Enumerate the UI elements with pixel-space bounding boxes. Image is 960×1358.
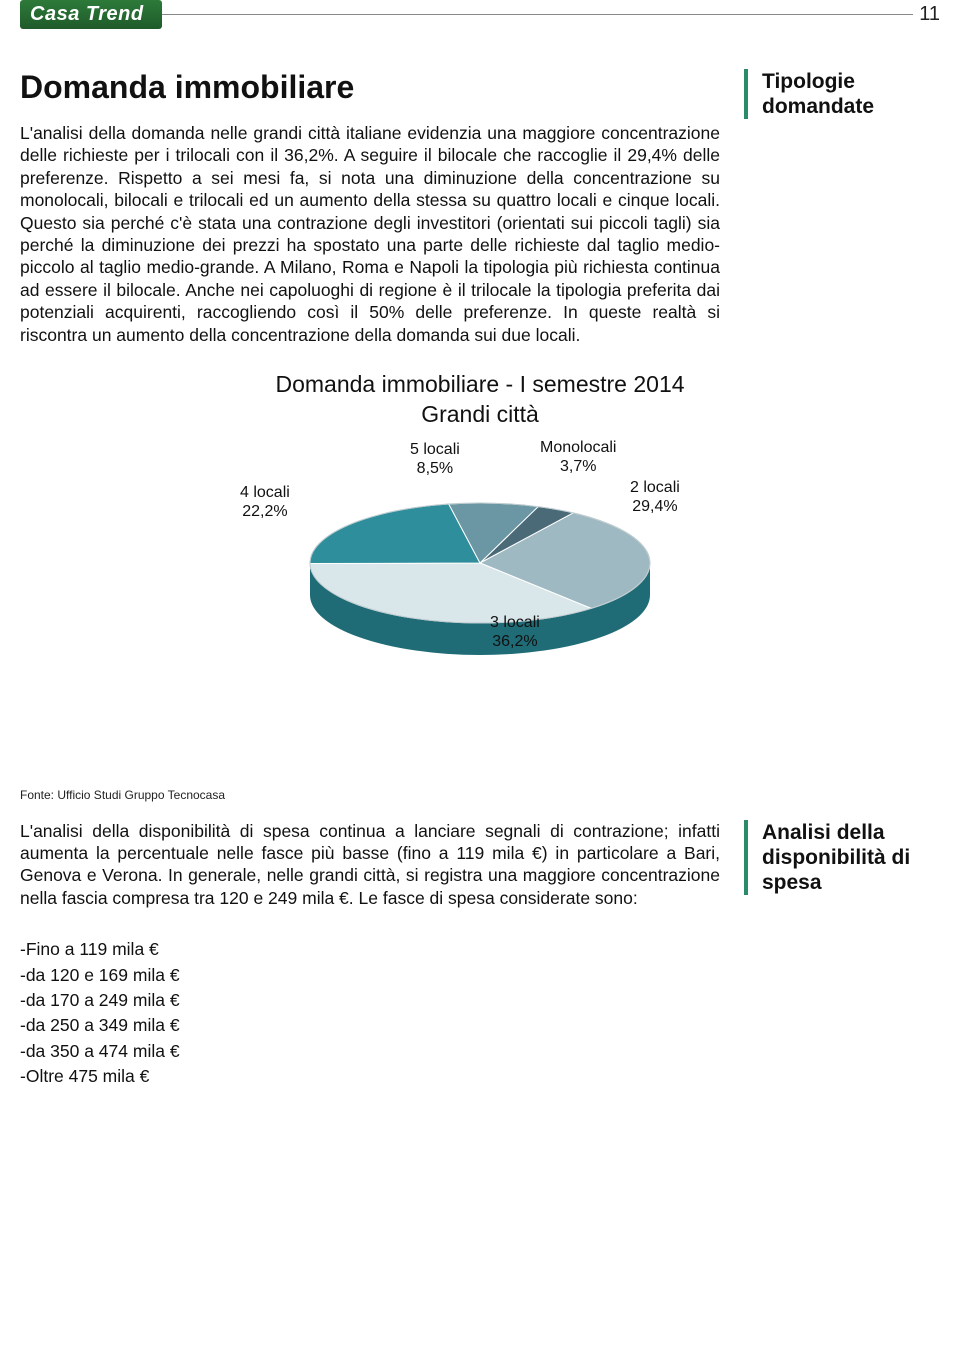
section2-body: L'analisi della disponibilità di spesa c… — [20, 820, 720, 910]
pie-slice-label: 5 locali8,5% — [410, 440, 460, 478]
section2-aside: Analisi della disponibilità di spesa — [744, 820, 940, 896]
chart-title-line1: Domanda immobiliare - I semestre 2014 — [275, 371, 684, 397]
section2-aside-title: Analisi della disponibilità di spesa — [762, 820, 940, 896]
pie-slice-label: 3 locali36,2% — [490, 613, 540, 651]
brand-pill: Casa Trend — [20, 0, 162, 29]
pie-chart: Domanda immobiliare - I semestre 2014 Gr… — [20, 370, 940, 728]
spending-range-item: -Oltre 475 mila € — [20, 1064, 940, 1089]
spending-range-item: -Fino a 119 mila € — [20, 937, 940, 962]
chart-title-line2: Grandi città — [421, 401, 539, 427]
chart-title: Domanda immobiliare - I semestre 2014 Gr… — [20, 370, 940, 430]
spending-range-item: -da 250 a 349 mila € — [20, 1013, 940, 1038]
spending-range-item: -da 170 a 249 mila € — [20, 988, 940, 1013]
pie-slice-label: 4 locali22,2% — [240, 483, 290, 521]
section1-title: Domanda immobiliare — [20, 69, 720, 106]
spending-range-item: -da 120 e 169 mila € — [20, 963, 940, 988]
pie-slice-label: Monolocali3,7% — [540, 438, 616, 476]
section1-aside: Tipologie domandate — [744, 69, 940, 119]
header-rule — [162, 14, 914, 15]
spending-ranges: -Fino a 119 mila €-da 120 e 169 mila €-d… — [20, 937, 940, 1089]
spending-range-item: -da 350 a 474 mila € — [20, 1039, 940, 1064]
pie-stage: Monolocali3,7%2 locali29,4%3 locali36,2%… — [200, 448, 760, 728]
page-header: Casa Trend 11 — [20, 0, 940, 29]
section1-aside-title: Tipologie domandate — [762, 69, 940, 119]
pie-slice-label: 2 locali29,4% — [630, 478, 680, 516]
section1-body: L'analisi della domanda nelle grandi cit… — [20, 122, 720, 346]
chart-source: Fonte: Ufficio Studi Gruppo Tecnocasa — [20, 788, 940, 802]
page-number: 11 — [919, 3, 940, 26]
